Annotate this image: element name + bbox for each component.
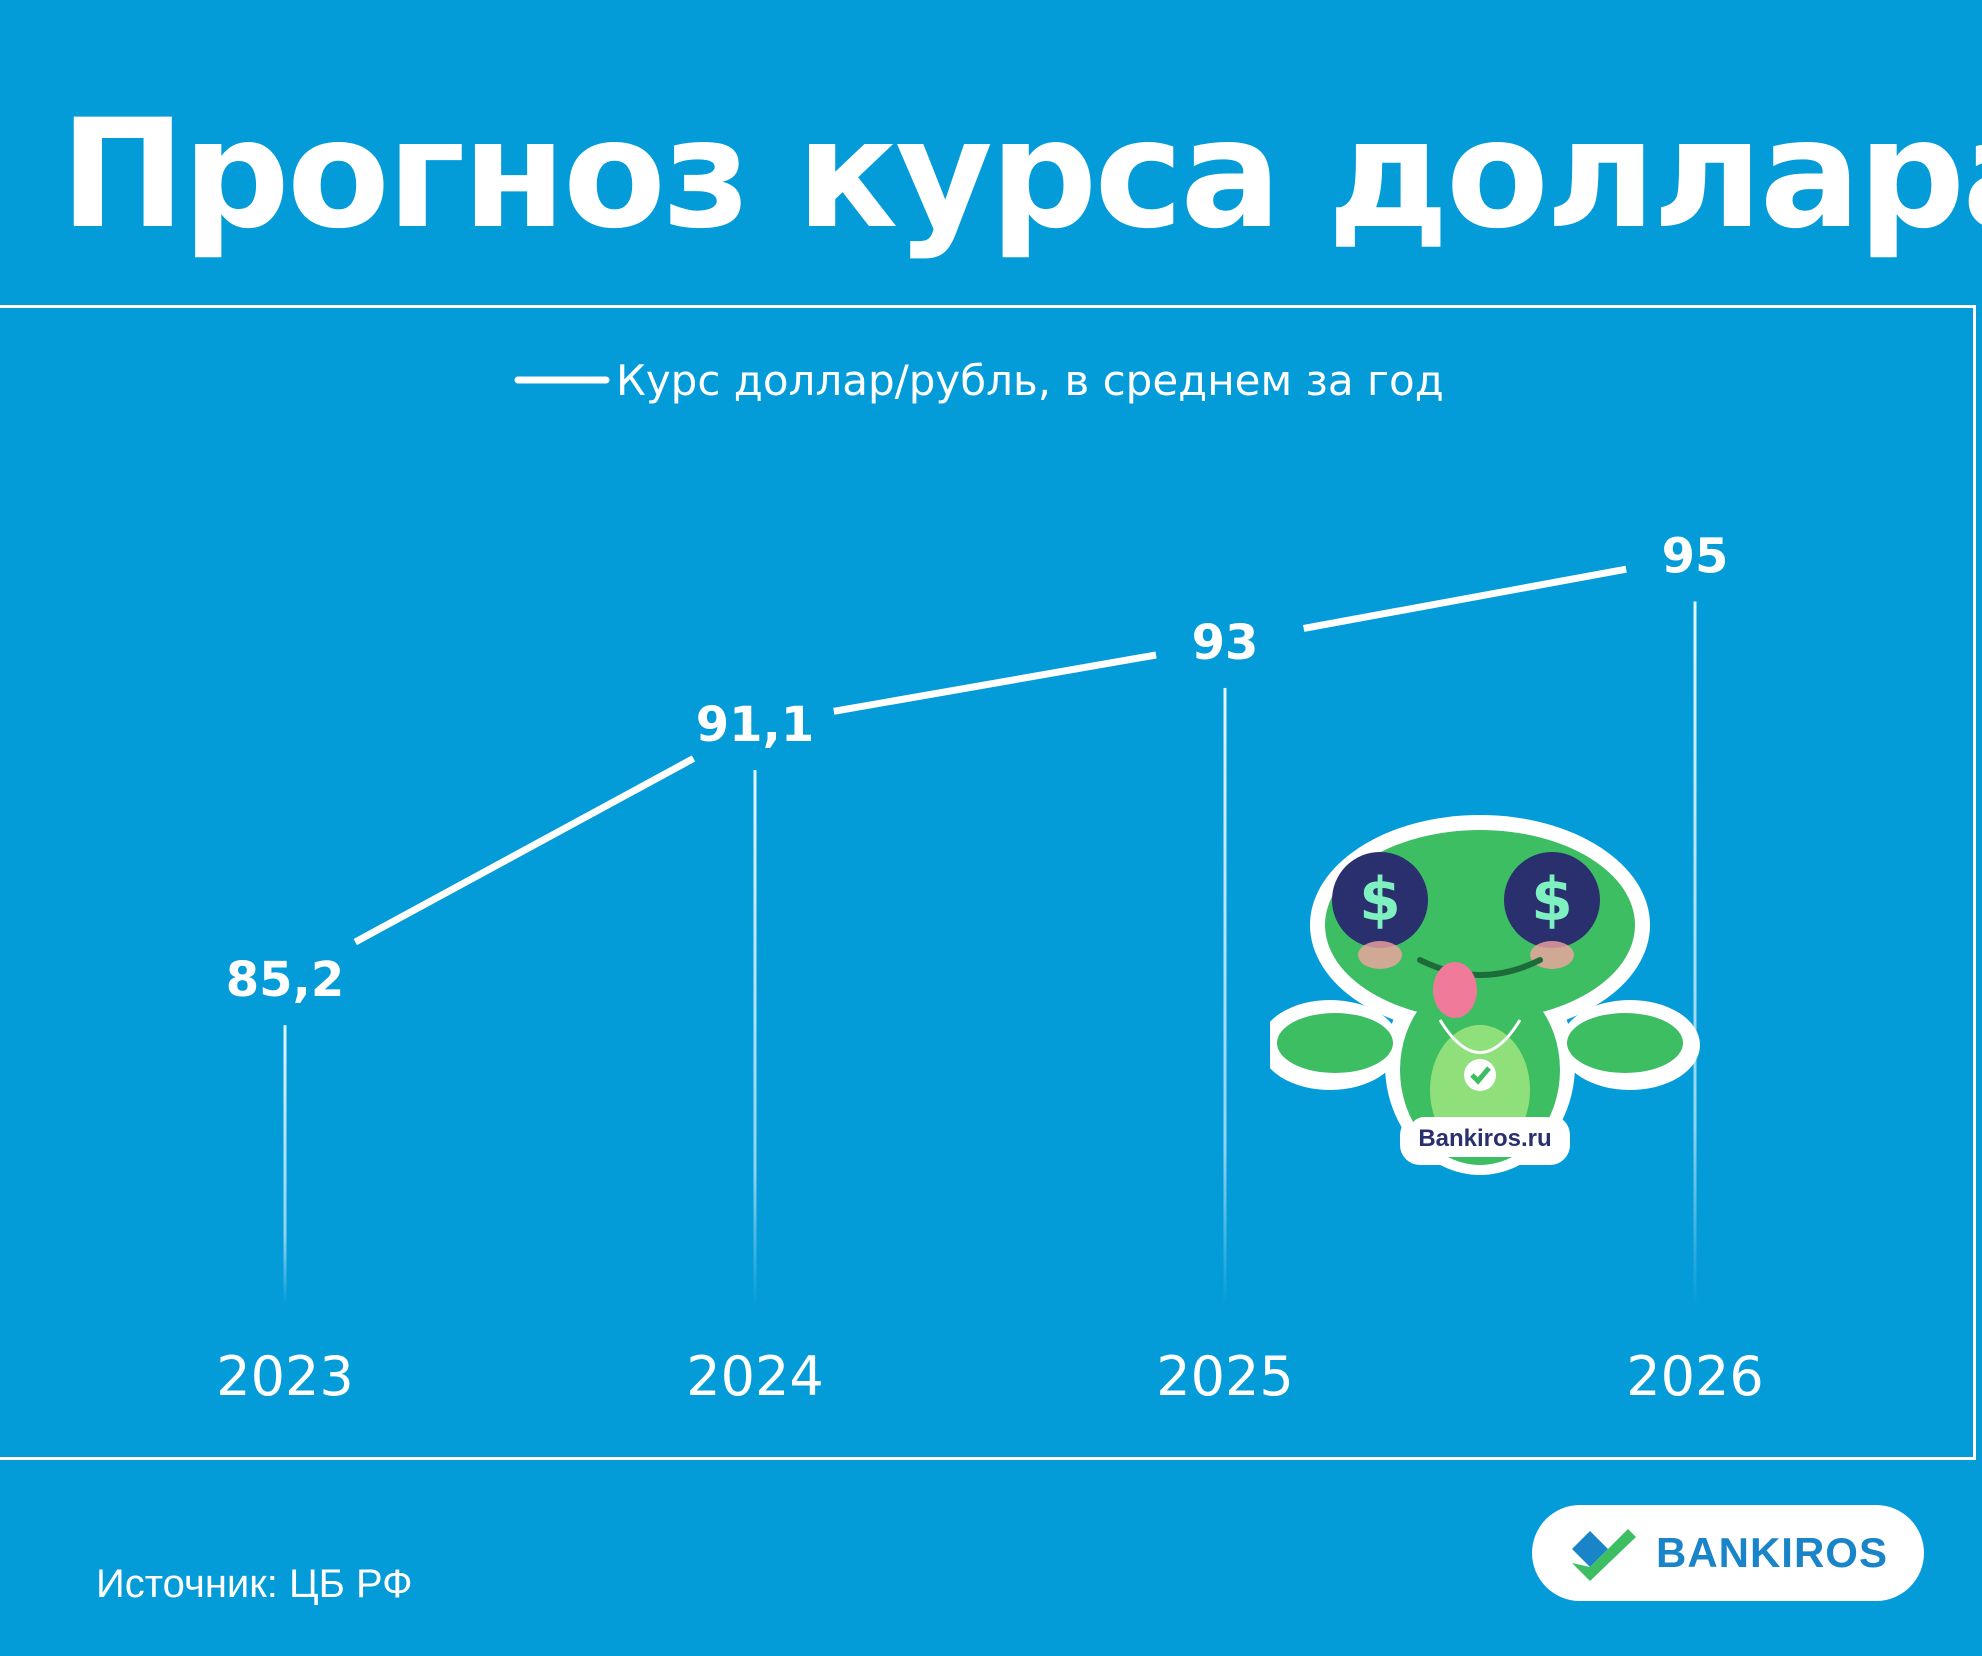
bankiros-check-icon bbox=[1571, 1529, 1636, 1581]
drop-line-2026 bbox=[1693, 601, 1697, 1305]
brand-name: BANKIROS bbox=[1655, 1529, 1888, 1576]
series-line-segment bbox=[833, 651, 1157, 715]
drop-line-2024 bbox=[753, 770, 757, 1305]
page-title: Прогноз курса доллара bbox=[60, 88, 1982, 262]
frog-mascot-sticker: $ $ Bankiros.ru bbox=[1260, 815, 1700, 1179]
series-line-segment bbox=[1303, 565, 1627, 632]
x-tick-label-2024: 2024 bbox=[686, 1345, 823, 1408]
x-tick-label-2025: 2025 bbox=[1156, 1345, 1293, 1408]
drop-line-2025 bbox=[1223, 687, 1227, 1305]
source-note: Источник: ЦБ РФ bbox=[96, 1562, 413, 1606]
bankiros-logo: BANKIROS bbox=[1532, 1505, 1924, 1601]
data-label-2025: 93 bbox=[1192, 615, 1259, 671]
series-line-segment bbox=[353, 755, 696, 946]
x-tick-label-2026: 2026 bbox=[1626, 1345, 1763, 1408]
svg-text:$: $ bbox=[1531, 865, 1573, 935]
chart-area: Курс доллар/рубль, в среднем за год 85,2… bbox=[216, 356, 1763, 1408]
data-label-2026: 95 bbox=[1662, 528, 1729, 584]
chart-legend: Курс доллар/рубль, в среднем за год bbox=[514, 356, 1444, 405]
x-tick-label-2023: 2023 bbox=[216, 1345, 353, 1408]
data-label-2024: 91,1 bbox=[696, 697, 814, 753]
legend-label: Курс доллар/рубль, в среднем за год bbox=[616, 356, 1444, 405]
sticker-label: Bankiros.ru bbox=[1418, 1125, 1551, 1152]
chart-frame bbox=[0, 305, 1976, 1460]
data-label-2023: 85,2 bbox=[226, 952, 344, 1008]
drop-line-2023 bbox=[283, 1025, 287, 1305]
svg-text:$: $ bbox=[1359, 865, 1401, 935]
